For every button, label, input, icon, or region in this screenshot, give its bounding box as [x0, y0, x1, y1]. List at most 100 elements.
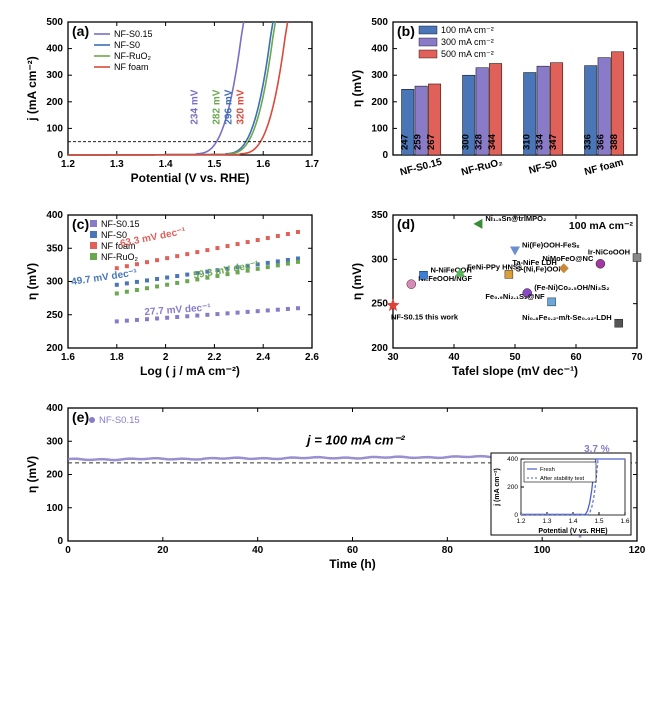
svg-text:100 mA cm⁻²: 100 mA cm⁻²	[569, 220, 634, 232]
panel-b: (b)0100200300400500η (mV)247259267NF-S0.…	[345, 12, 645, 187]
svg-text:Ni₀.₈Fe₀.₂-m/t-Se₀.₀₂-LDH: Ni₀.₈Fe₀.₂-m/t-Se₀.₀₂-LDH	[522, 313, 612, 322]
svg-text:0: 0	[57, 536, 63, 547]
svg-text:40: 40	[252, 545, 264, 556]
svg-text:1.6: 1.6	[256, 159, 270, 170]
svg-text:350: 350	[46, 243, 63, 254]
svg-text:NF-S0: NF-S0	[528, 158, 559, 176]
svg-text:100: 100	[46, 123, 63, 134]
svg-text:0: 0	[514, 512, 518, 519]
svg-text:Fe₀.₉Ni₂.₁S₂@NF: Fe₀.₉Ni₂.₁S₂@NF	[485, 292, 545, 301]
svg-text:120: 120	[629, 545, 646, 556]
svg-text:NF-S0.15: NF-S0.15	[101, 219, 140, 229]
svg-text:1.2: 1.2	[61, 159, 75, 170]
svg-text:300: 300	[46, 277, 63, 288]
svg-text:Log ( j / mA cm⁻²): Log ( j / mA cm⁻²)	[140, 364, 240, 378]
svg-text:0: 0	[57, 150, 63, 161]
svg-text:100: 100	[534, 545, 551, 556]
svg-text:NF-S0: NF-S0	[114, 40, 140, 50]
svg-text:Ni₁.₅Sn@trlMPO₂: Ni₁.₅Sn@trlMPO₂	[485, 214, 546, 223]
svg-text:388: 388	[609, 134, 620, 150]
svg-text:1.5: 1.5	[207, 159, 221, 170]
svg-text:247: 247	[399, 134, 410, 150]
svg-text:N-NiFeOOH: N-NiFeOOH	[431, 265, 472, 274]
svg-text:320 mV: 320 mV	[236, 89, 247, 124]
svg-text:2.2: 2.2	[207, 352, 221, 363]
svg-text:(Fe-Ni)Co₂.₅OH/Ni₃S₂: (Fe-Ni)Co₂.₅OH/Ni₃S₂	[534, 283, 609, 292]
svg-text:η (mV): η (mV)	[350, 263, 364, 300]
svg-text:500 mA cm⁻²: 500 mA cm⁻²	[441, 49, 494, 59]
svg-text:NiMoFeO@NC: NiMoFeO@NC	[542, 254, 594, 263]
svg-text:(b): (b)	[397, 23, 415, 39]
svg-text:400: 400	[507, 456, 518, 463]
svg-text:η (mV): η (mV)	[350, 70, 364, 107]
svg-text:250: 250	[46, 310, 63, 321]
svg-text:2.4: 2.4	[256, 352, 270, 363]
svg-text:Time (h): Time (h)	[329, 557, 375, 571]
svg-text:1.3: 1.3	[542, 518, 551, 525]
svg-text:267: 267	[426, 134, 437, 150]
svg-text:2.6: 2.6	[305, 352, 319, 363]
svg-text:200: 200	[507, 484, 518, 491]
svg-text:300: 300	[46, 436, 63, 447]
svg-text:Ni(Fe)OOH-FeSₓ: Ni(Fe)OOH-FeSₓ	[522, 240, 580, 249]
svg-text:100: 100	[371, 123, 388, 134]
svg-text:1.6: 1.6	[61, 352, 75, 363]
svg-text:j (mA cm⁻²): j (mA cm⁻²)	[25, 56, 39, 122]
svg-text:300: 300	[46, 70, 63, 81]
svg-text:(c): (c)	[72, 216, 89, 232]
svg-text:(d): (d)	[397, 216, 415, 232]
svg-text:336: 336	[582, 134, 593, 150]
svg-text:80: 80	[442, 545, 454, 556]
panel-c: (c)1.61.822.22.42.6200250300350400Log ( …	[20, 205, 320, 380]
svg-text:(e): (e)	[72, 409, 89, 425]
svg-text:200: 200	[371, 343, 388, 354]
svg-text:η (mV): η (mV)	[25, 263, 39, 300]
svg-text:200: 200	[46, 97, 63, 108]
svg-text:250: 250	[371, 299, 388, 310]
svg-text:60: 60	[570, 352, 582, 363]
svg-text:63.3 mV dec⁻¹: 63.3 mV dec⁻¹	[119, 226, 187, 250]
svg-text:Ir-NiCoOOH: Ir-NiCoOOH	[588, 248, 630, 257]
svg-text:NF-S0.15 this work: NF-S0.15 this work	[391, 312, 459, 321]
svg-text:366: 366	[596, 134, 607, 150]
svg-text:NF-RuO₂: NF-RuO₂	[114, 51, 151, 61]
svg-text:300: 300	[371, 254, 388, 265]
svg-text:1.2: 1.2	[516, 518, 525, 525]
svg-text:296 mV: 296 mV	[223, 89, 234, 124]
svg-text:NF-S0.15: NF-S0.15	[399, 157, 444, 179]
svg-text:70: 70	[631, 352, 643, 363]
svg-text:j = 100 mA cm⁻²: j = 100 mA cm⁻²	[305, 433, 405, 448]
svg-text:0: 0	[382, 150, 388, 161]
svg-text:NF foam: NF foam	[114, 62, 149, 72]
svg-text:500: 500	[46, 17, 63, 28]
panel-a: (a)1.21.31.41.51.61.70100200300400500Pot…	[20, 12, 320, 187]
svg-text:400: 400	[46, 403, 63, 414]
svg-text:Tafel slope (mV dec⁻¹): Tafel slope (mV dec⁻¹)	[452, 364, 578, 378]
svg-text:200: 200	[46, 470, 63, 481]
svg-text:NF-S0.15: NF-S0.15	[99, 415, 140, 426]
svg-text:40: 40	[448, 352, 460, 363]
svg-text:328: 328	[474, 134, 485, 150]
svg-text:60: 60	[347, 545, 359, 556]
svg-text:344: 344	[487, 133, 498, 150]
svg-text:200: 200	[371, 97, 388, 108]
svg-text:350: 350	[371, 210, 388, 221]
svg-text:1.5: 1.5	[594, 518, 603, 525]
svg-text:NF-S0.15: NF-S0.15	[114, 29, 153, 39]
svg-text:500: 500	[371, 17, 388, 28]
svg-text:334: 334	[535, 133, 546, 150]
svg-text:1.6: 1.6	[620, 518, 629, 525]
svg-text:30: 30	[387, 352, 399, 363]
svg-text:Potential (V vs. RHE): Potential (V vs. RHE)	[131, 171, 250, 185]
svg-text:NF foam: NF foam	[583, 157, 625, 178]
svg-text:300: 300	[460, 134, 471, 150]
svg-text:310: 310	[521, 134, 532, 150]
svg-text:100: 100	[46, 503, 63, 514]
svg-text:1.4: 1.4	[159, 159, 173, 170]
svg-text:j (mA cm⁻²): j (mA cm⁻²)	[494, 468, 501, 507]
svg-text:(a): (a)	[72, 23, 89, 39]
svg-text:200: 200	[46, 343, 63, 354]
svg-text:2: 2	[163, 352, 169, 363]
svg-text:300: 300	[371, 70, 388, 81]
svg-text:20: 20	[157, 545, 169, 556]
